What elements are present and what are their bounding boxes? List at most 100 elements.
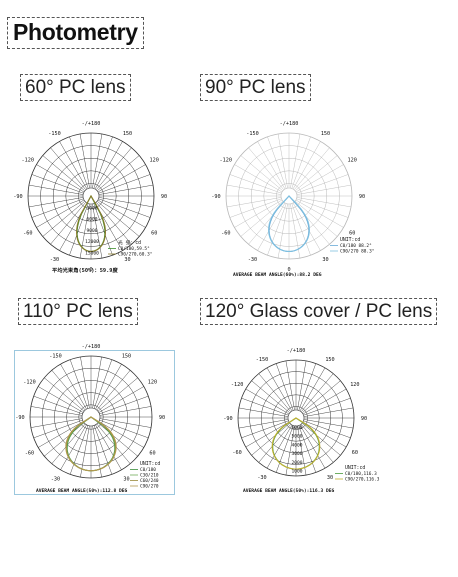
polar-angle-label: 150 [123,131,132,137]
legend-entry: C90/270,116.3 [345,477,380,483]
polar-grid-spoke [28,184,84,195]
polar-grid-spoke [240,200,284,237]
polar-grid-spoke [266,424,293,469]
polar-grid-spoke [95,424,122,470]
polar-grid-spoke [92,133,103,189]
lens-label-60: 60° PC lens [20,74,131,101]
polar-grid-spoke [38,421,84,448]
polar-angle-label: 0 [89,267,92,273]
polar-grid-spoke [44,377,85,412]
polar-angle-label: 30 [123,476,129,482]
polar-radial-label: 3000 [86,205,97,211]
polar-angle-label: 60 [151,231,157,237]
polar-angle-label: -120 [22,158,35,164]
polar-grid-spoke [241,397,289,416]
polar-angle-label: -90 [15,415,24,421]
polar-angle-label: 150 [321,131,330,137]
polar-grid-spoke [98,174,151,194]
polar-grid-spoke [98,184,154,195]
polar-grid-spoke [99,418,152,428]
polar-grid-spoke [93,425,113,475]
polar-angle-label: -30 [51,476,60,482]
polar-grid-spoke [42,200,86,237]
polar-grid-spoke [95,147,132,191]
polar-angle-label: -90 [223,416,232,422]
polar-angle-label: 60 [149,451,155,457]
legend-entry: C0/180 88.2° [340,243,372,249]
polar-angle-label: 120 [148,380,157,386]
chart-caption: AVERAGE BEAM ANGLE(50%):112.8 DEG [36,488,128,494]
polar-grid-spoke [36,199,85,228]
polar-grid-spoke [295,199,344,228]
polar-grid-spoke [303,407,354,417]
polar-angle-label: -90 [211,194,220,200]
polar-radial-label: 6000 [86,217,97,223]
polar-grid-spoke [296,174,349,194]
polar-angle-label: -150 [256,357,269,363]
polar-grid-spoke [36,164,85,193]
lens-label-110: 110° PC lens [18,298,138,325]
polar-grid-spoke [96,423,131,464]
polar-grid-spoke [50,201,87,245]
polar-angle-label: 30 [124,257,130,263]
polar-grid-spoke [285,360,295,411]
polar-grid-spoke [299,367,326,412]
chart-frame [14,350,175,495]
polar-grid-spoke [291,136,311,189]
polar-grid-spoke [33,395,83,415]
polar-angle-label: -150 [246,131,259,137]
polar-radial-label: 15000 [85,250,99,256]
legend-entry: C0/180,59.5° [118,246,150,252]
polar-grid-spoke [267,136,287,189]
polar-chart-90: -/+180 -150 150 -120 120 -90 90 -60 60 -30 30 0 UNIT… [211,121,374,278]
legend-entry: C60/240 [140,478,159,484]
polar-grid-spoke [96,370,131,411]
polar-grid-spoke [248,147,285,191]
polar-grid-spoke [51,423,86,464]
polar-grid-spoke [290,133,301,189]
polar-grid-spoke [245,421,290,448]
polar-radial-label: 1000 [291,469,302,475]
polar-grid-spoke [296,184,352,195]
legend-entry: C30/210 [140,473,159,479]
polar-unit-label: UNIT:cd [345,465,365,471]
polar-unit-label: 光 强：cd [118,239,141,246]
polar-angle-label: 120 [350,382,359,388]
polar-grid-spoke [241,420,289,439]
polar-grid-spoke [257,202,286,251]
polar-grid-spoke [98,197,154,208]
polar-grid-spoke [96,155,140,192]
polar-radial-label: 12000 [85,239,99,245]
polar-grid-spoke [69,359,89,409]
chart-caption: 平均光束角(50%)：59.9度 [52,266,118,274]
polar-grid-spoke [251,422,291,456]
polar-grid-spoke [44,422,85,457]
polar-grid-spoke [229,198,282,218]
polar-chart-120: -/+180 -150 150 -120 120 -90 90 -60 60 -30 30 6000 5… [223,348,380,494]
polar-grid-spoke [251,380,291,414]
polar-angle-label: -/+180 [82,344,101,350]
polar-angle-label: -60 [25,451,34,457]
polar-grid-spoke [59,141,88,190]
polar-angle-label: -30 [50,257,59,263]
polar-grid-spoke [245,388,290,415]
polar-grid-spoke [258,373,292,413]
polar-grid-spoke [95,201,132,245]
polar-grid-spoke [95,364,122,410]
polar-radial-label: 9000 [86,228,97,234]
polar-grid-spoke [51,370,86,411]
polar-grid-spoke [42,155,86,192]
polar-radial-label: 4000 [291,442,302,448]
polar-grid-spoke [28,197,84,208]
polar-grid-spoke [234,199,283,228]
polar-grid-spoke [38,386,84,413]
polar-grid-spoke [299,424,326,469]
polar-angle-label: -60 [232,450,241,456]
polar-grid-spoke [258,423,292,463]
polar-angle-label: -/+180 [82,121,101,127]
beam-series-curve [268,195,310,252]
polar-grid-spoke [257,141,286,190]
polar-grid-spoke [92,203,103,259]
polar-grid-spoke [98,198,151,218]
polar-grid-spoke [303,419,354,429]
